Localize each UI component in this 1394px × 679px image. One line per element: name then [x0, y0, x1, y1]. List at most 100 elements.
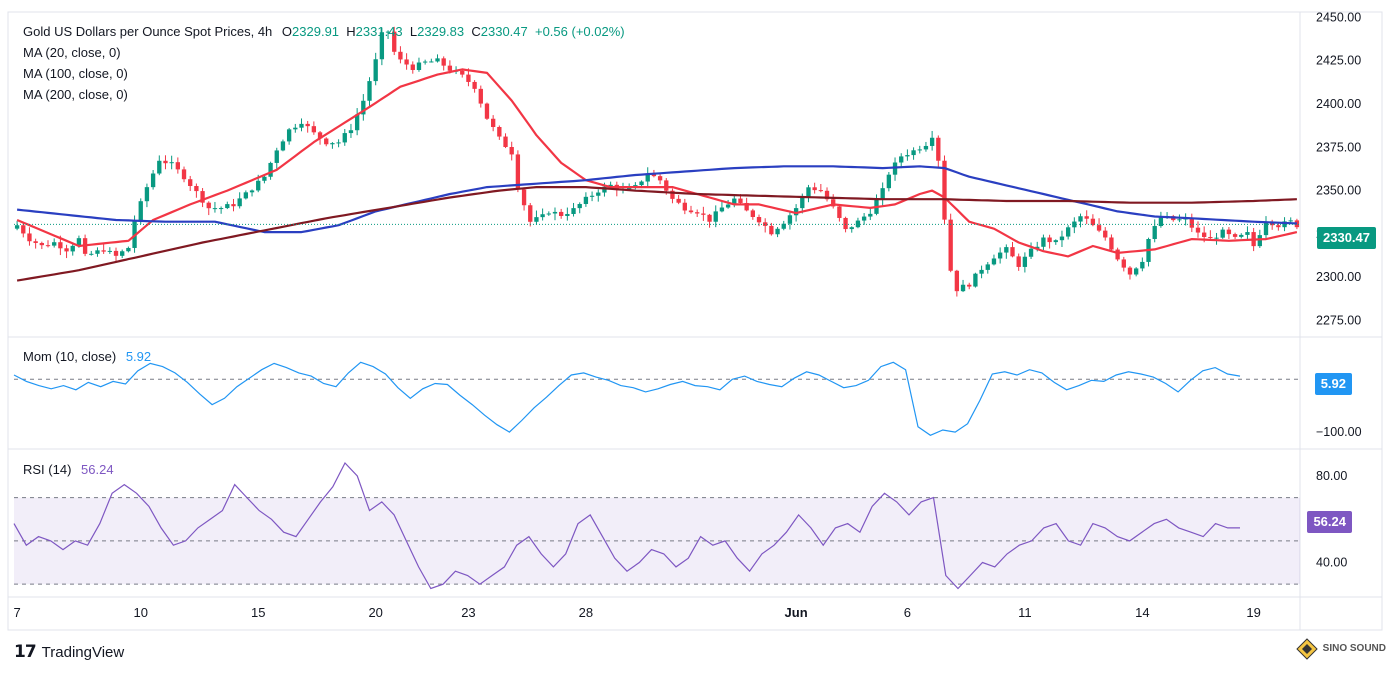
candle-body — [639, 181, 644, 186]
candle-body — [311, 126, 317, 133]
tradingview-brand[interactable]: 𝟭𝟳 TradingView — [14, 642, 124, 662]
candle-body — [911, 150, 916, 156]
candle-body — [70, 245, 75, 252]
candle-body — [392, 31, 397, 52]
candle-body — [1195, 227, 1201, 233]
candle-body — [52, 242, 57, 246]
candle-body — [651, 174, 657, 177]
candle-body — [1072, 221, 1077, 228]
candle-body — [812, 187, 817, 191]
candle-body — [280, 141, 286, 151]
candle-body — [1109, 237, 1114, 250]
candle-body — [299, 123, 304, 128]
momentum-label: Mom (10, close) — [23, 349, 117, 364]
candle-body — [521, 189, 527, 206]
candle-body — [385, 31, 391, 33]
x-tick-label: 10 — [134, 605, 148, 620]
candle-body — [1078, 216, 1083, 222]
candle-body — [249, 190, 255, 193]
candle-body — [583, 196, 589, 204]
candle-body — [991, 258, 997, 265]
momentum-tick-label: −100.00 — [1316, 425, 1362, 439]
candle-body — [861, 216, 867, 221]
rsi-label: RSI (14) — [23, 462, 72, 477]
candle-body — [416, 62, 422, 70]
ma200-line — [16, 186, 1297, 282]
candle-body — [781, 223, 786, 229]
candle-body — [107, 250, 112, 252]
candle-body — [886, 174, 892, 189]
momentum-legend[interactable]: Mom (10, close) 5.92 — [23, 349, 151, 364]
candle-body — [824, 190, 830, 200]
y-tick-label: 2275.00 — [1316, 313, 1361, 327]
candle-body — [460, 70, 465, 75]
x-tick-label: 6 — [904, 605, 911, 620]
ma100-line — [16, 165, 1297, 234]
candle-body — [1294, 220, 1300, 228]
candle-body — [701, 213, 706, 215]
candle-body — [348, 130, 354, 134]
candle-body — [293, 127, 298, 130]
candle-body — [367, 81, 372, 101]
candle-body — [1245, 232, 1250, 235]
candle-body — [954, 270, 960, 292]
candle-body — [1065, 227, 1071, 237]
candle-body — [1016, 256, 1021, 267]
candle-body — [14, 225, 20, 229]
candle-body — [101, 250, 106, 252]
candle-body — [855, 220, 861, 228]
candle-body — [144, 187, 150, 202]
x-tick-label: 20 — [368, 605, 382, 620]
candle-body — [175, 162, 181, 170]
candle-body — [218, 208, 224, 210]
candle-body — [546, 213, 551, 215]
y-tick-label: 2300.00 — [1316, 270, 1361, 284]
candle-body — [1202, 232, 1207, 237]
ma100-legend[interactable]: MA (100, close, 0) — [23, 66, 128, 81]
candle-body — [1226, 229, 1232, 235]
candle-body — [354, 114, 360, 131]
candle-body — [472, 81, 477, 89]
rsi-legend[interactable]: RSI (14) 56.24 — [23, 462, 114, 477]
candle-body — [169, 162, 174, 164]
candle-body — [831, 199, 836, 207]
candle-body — [657, 176, 663, 181]
candle-body — [274, 150, 279, 163]
candle-body — [880, 188, 885, 200]
rsi-line — [13, 461, 1240, 590]
watermark-label: SINO SOUND — [1322, 643, 1386, 654]
candle-body — [89, 253, 94, 255]
candle-body — [923, 145, 929, 150]
open-label: O — [281, 24, 293, 39]
candle-body — [484, 103, 490, 119]
low-label: L — [409, 24, 418, 39]
candle-body — [243, 192, 249, 199]
low-value: 2329.83 — [417, 24, 465, 39]
candle-body — [256, 180, 261, 191]
candle-body — [503, 136, 508, 148]
candle-body — [571, 208, 576, 214]
y-tick-label: 2450.00 — [1316, 10, 1361, 24]
candle-body — [373, 59, 378, 82]
candle-body — [1220, 229, 1225, 238]
candle-body — [1214, 237, 1219, 239]
momentum-tag: 5.92 — [1314, 373, 1352, 395]
candle-body — [422, 61, 428, 63]
candle-body — [664, 180, 669, 191]
candle-body — [806, 187, 811, 197]
candle-body — [138, 201, 143, 221]
candle-body — [750, 210, 755, 218]
candle-body — [905, 155, 910, 157]
change-value: +0.56 (+0.02%) — [534, 24, 625, 39]
candle-body — [1140, 261, 1145, 269]
candle-body — [1004, 247, 1009, 253]
ma200-legend[interactable]: MA (200, close, 0) — [23, 87, 128, 102]
candle-body — [286, 129, 292, 142]
candle-body — [1232, 234, 1238, 237]
candle-body — [268, 162, 273, 177]
candle-body — [670, 190, 675, 199]
candle-body — [262, 176, 267, 181]
ma20-legend[interactable]: MA (20, close, 0) — [23, 45, 121, 60]
